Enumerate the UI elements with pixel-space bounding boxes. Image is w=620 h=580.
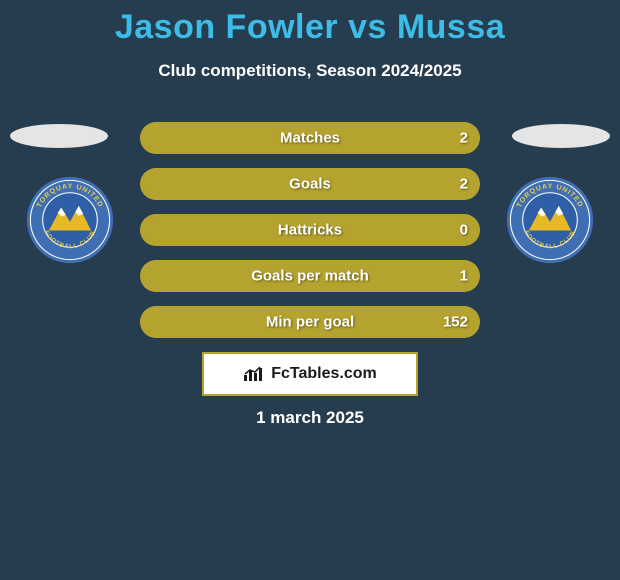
stat-value-right: 2 <box>460 176 468 193</box>
page-title: Jason Fowler vs Mussa <box>0 0 620 47</box>
page-subtitle: Club competitions, Season 2024/2025 <box>0 61 620 81</box>
stat-row: Goals per match 1 <box>140 260 480 292</box>
player-marker-left <box>10 124 108 148</box>
stat-row: Goals 2 <box>140 168 480 200</box>
club-crest-icon: TORQUAY UNITED FOOTBALL CLUB <box>506 176 594 264</box>
stat-value-right: 152 <box>443 314 468 331</box>
stats-list: Matches 2 Goals 2 Hattricks 0 Goals per … <box>140 122 480 352</box>
stat-value-right: 1 <box>460 268 468 285</box>
bar-chart-icon <box>243 365 265 383</box>
stat-value-right: 0 <box>460 222 468 239</box>
snapshot-date: 1 march 2025 <box>0 408 620 428</box>
stat-label: Goals per match <box>251 268 369 285</box>
stat-row: Min per goal 152 <box>140 306 480 338</box>
player-marker-right <box>512 124 610 148</box>
stat-row: Hattricks 0 <box>140 214 480 246</box>
stat-label: Hattricks <box>278 222 342 239</box>
stat-row: Matches 2 <box>140 122 480 154</box>
club-crest-icon: TORQUAY UNITED FOOTBALL CLUB <box>26 176 114 264</box>
club-badge-left: TORQUAY UNITED FOOTBALL CLUB <box>26 176 114 264</box>
stat-label: Matches <box>280 130 340 147</box>
stat-value-right: 2 <box>460 130 468 147</box>
brand-box: FcTables.com <box>202 352 418 396</box>
club-badge-right: TORQUAY UNITED FOOTBALL CLUB <box>506 176 594 264</box>
brand-text: FcTables.com <box>271 365 377 383</box>
comparison-card: Jason Fowler vs Mussa Club competitions,… <box>0 0 620 580</box>
stat-label: Goals <box>289 176 331 193</box>
stat-label: Min per goal <box>266 314 354 331</box>
